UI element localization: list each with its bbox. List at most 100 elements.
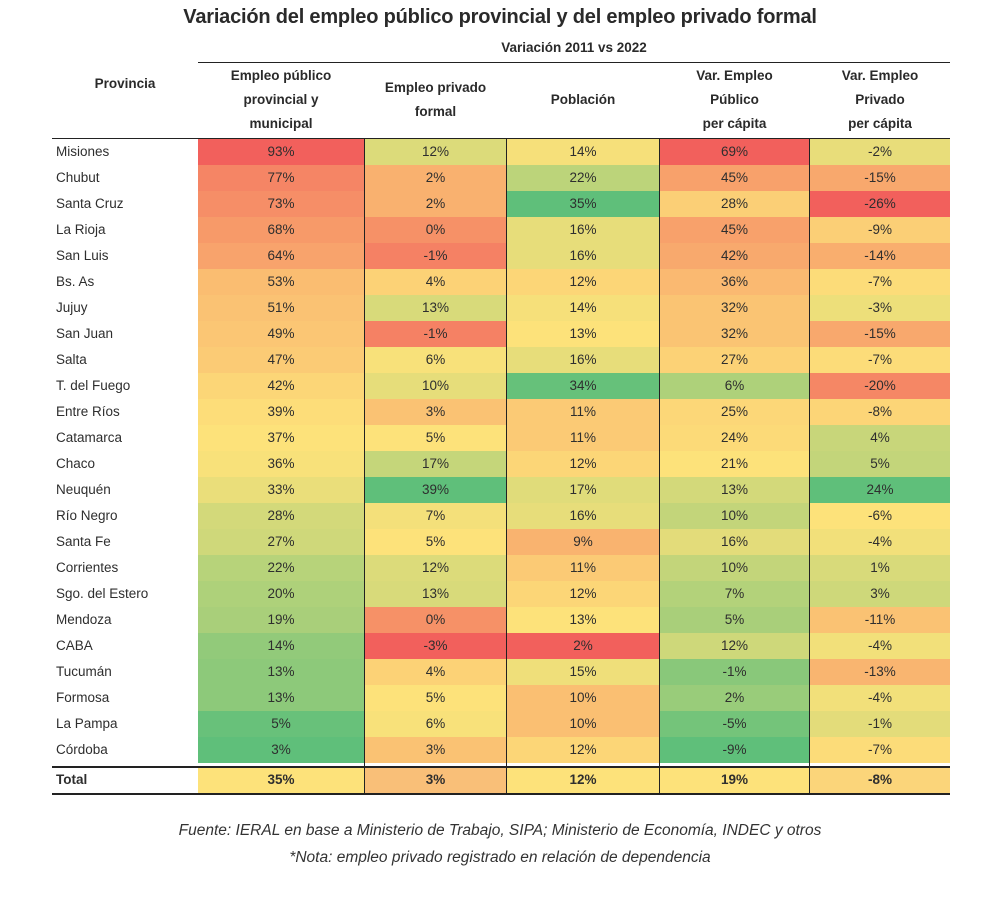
table-subtitle: Variación 2011 vs 2022 — [501, 40, 647, 55]
cell-poblacion: 11% — [507, 555, 659, 581]
cell-pub_pc: 25% — [660, 399, 809, 425]
province-name: La Rioja — [56, 222, 106, 237]
province-name: Tucumán — [56, 664, 112, 679]
cell-pub_pc: 32% — [660, 321, 809, 347]
cell-poblacion: 11% — [507, 399, 659, 425]
column-header-line: municipal — [249, 116, 313, 131]
cell-publico: 49% — [198, 321, 364, 347]
table-row: San Luis 64% -1% 16% 42% -14% — [52, 243, 950, 269]
cell-privado: 13% — [365, 295, 506, 321]
cell-priv_pc: 24% — [810, 477, 950, 503]
province-name: Bs. As — [56, 274, 95, 289]
cell-publico: 13% — [198, 685, 364, 711]
table-title: Variación del empleo público provincial … — [183, 6, 817, 28]
cell-pub_pc: 24% — [660, 425, 809, 451]
cell-publico: 28% — [198, 503, 364, 529]
cell-publico: 35% — [198, 767, 364, 793]
cell-priv_pc: -7% — [810, 269, 950, 295]
cell-poblacion: 22% — [507, 165, 659, 191]
table-row: Jujuy 51% 13% 14% 32% -3% — [52, 295, 950, 321]
table-row: Chaco 36% 17% 12% 21% 5% — [52, 451, 950, 477]
cell-privado: 5% — [365, 425, 506, 451]
cell-pub_pc: 32% — [660, 295, 809, 321]
cell-privado: 6% — [365, 711, 506, 737]
cell-privado: 10% — [365, 373, 506, 399]
cell-priv_pc: -20% — [810, 373, 950, 399]
province-name: Corrientes — [56, 560, 119, 575]
column-header-line: Población — [550, 92, 616, 107]
cell-privado: 4% — [365, 269, 506, 295]
cell-poblacion: 12% — [507, 767, 659, 793]
cell-pub_pc: 5% — [660, 607, 809, 633]
cell-publico: 42% — [198, 373, 364, 399]
cell-publico: 20% — [198, 581, 364, 607]
column-header-line: formal — [414, 104, 457, 119]
table-row: Río Negro 28% 7% 16% 10% -6% — [52, 503, 950, 529]
header-rule — [52, 138, 950, 139]
province-name: Misiones — [56, 144, 110, 159]
table-row: Mendoza 19% 0% 13% 5% -11% — [52, 607, 950, 633]
cell-priv_pc: -1% — [810, 711, 950, 737]
cell-priv_pc: -8% — [810, 399, 950, 425]
cell-publico: 13% — [198, 659, 364, 685]
cell-pub_pc: 45% — [660, 217, 809, 243]
cell-poblacion: 16% — [507, 347, 659, 373]
province-name: Sgo. del Estero — [56, 586, 149, 601]
column-header-poblacion: Población — [507, 64, 659, 136]
cell-poblacion: 9% — [507, 529, 659, 555]
cell-publico: 68% — [198, 217, 364, 243]
cell-privado: 7% — [365, 503, 506, 529]
cell-privado: 12% — [365, 139, 506, 165]
cell-privado: 17% — [365, 451, 506, 477]
cell-poblacion: 16% — [507, 217, 659, 243]
cell-privado: 3% — [365, 399, 506, 425]
column-header-line: per cápita — [702, 116, 767, 131]
cell-priv_pc: -2% — [810, 139, 950, 165]
column-header-line: Privado — [855, 92, 905, 107]
cell-publico: 5% — [198, 711, 364, 737]
cell-publico: 93% — [198, 139, 364, 165]
bottom-rule — [52, 793, 950, 795]
cell-publico: 51% — [198, 295, 364, 321]
table-row: Córdoba 3% 3% 12% -9% -7% — [52, 737, 950, 763]
cell-poblacion: 15% — [507, 659, 659, 685]
cell-publico: 47% — [198, 347, 364, 373]
cell-publico: 77% — [198, 165, 364, 191]
cell-poblacion: 16% — [507, 243, 659, 269]
column-header-line: Público — [710, 92, 759, 107]
column-header-privado: Empleo privado formal — [365, 64, 506, 136]
cell-publico: 3% — [198, 737, 364, 763]
cell-pub_pc: 28% — [660, 191, 809, 217]
cell-priv_pc: 3% — [810, 581, 950, 607]
cell-publico: 27% — [198, 529, 364, 555]
cell-privado: 6% — [365, 347, 506, 373]
column-header-line: provincial y — [243, 92, 319, 107]
cell-poblacion: 34% — [507, 373, 659, 399]
province-name: Catamarca — [56, 430, 123, 445]
subtitle-rule — [198, 62, 950, 63]
cell-priv_pc: -9% — [810, 217, 950, 243]
column-header-line: Empleo público — [230, 68, 332, 83]
table-row: Tucumán 13% 4% 15% -1% -13% — [52, 659, 950, 685]
cell-poblacion: 10% — [507, 685, 659, 711]
cell-priv_pc: 5% — [810, 451, 950, 477]
cell-privado: 0% — [365, 607, 506, 633]
table-row: Bs. As 53% 4% 12% 36% -7% — [52, 269, 950, 295]
province-name: Río Negro — [56, 508, 118, 523]
cell-poblacion: 12% — [507, 737, 659, 763]
column-header-pub_pc: Var. Empleo Público per cápita — [660, 64, 809, 136]
cell-publico: 36% — [198, 451, 364, 477]
table-row: Entre Ríos 39% 3% 11% 25% -8% — [52, 399, 950, 425]
cell-priv_pc: -8% — [810, 767, 950, 793]
cell-poblacion: 14% — [507, 295, 659, 321]
province-name: CABA — [56, 638, 93, 653]
cell-pub_pc: 2% — [660, 685, 809, 711]
province-name: Santa Fe — [56, 534, 111, 549]
column-header-priv_pc: Var. Empleo Privado per cápita — [810, 64, 950, 136]
cell-poblacion: 35% — [507, 191, 659, 217]
column-header-provincia: Provincia — [52, 72, 198, 102]
cell-publico: 64% — [198, 243, 364, 269]
cell-pub_pc: 16% — [660, 529, 809, 555]
cell-privado: 13% — [365, 581, 506, 607]
table-row: CABA 14% -3% 2% 12% -4% — [52, 633, 950, 659]
